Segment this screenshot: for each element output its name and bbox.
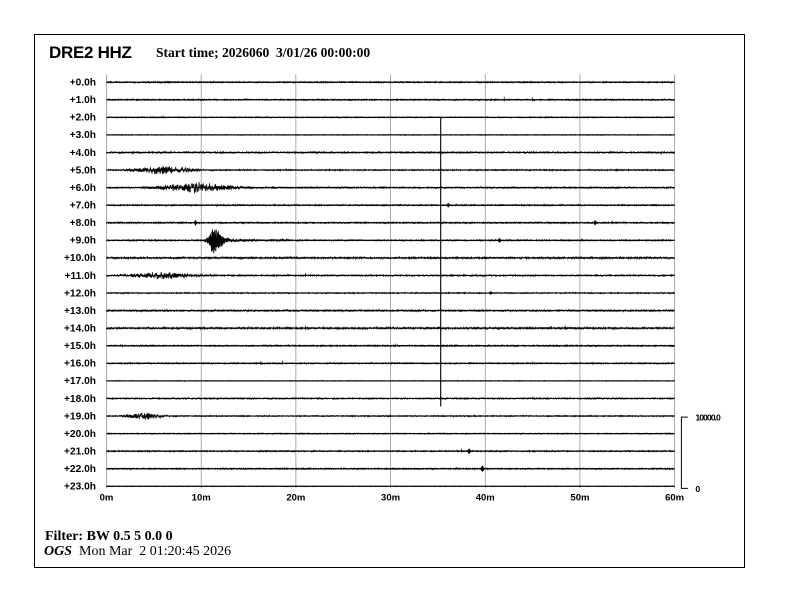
svg-text:50m: 50m <box>570 492 589 503</box>
svg-text:+3.0h: +3.0h <box>70 130 96 141</box>
svg-text:+11.0h: +11.0h <box>65 271 96 282</box>
svg-text:0: 0 <box>695 484 700 494</box>
svg-text:+12.0h: +12.0h <box>64 288 96 299</box>
svg-text:+22.0h: +22.0h <box>64 464 96 475</box>
svg-text:+4.0h: +4.0h <box>70 148 96 159</box>
svg-text:+8.0h: +8.0h <box>70 218 96 229</box>
svg-text:+15.0h: +15.0h <box>64 341 96 352</box>
svg-text:+0.0h: +0.0h <box>70 78 96 89</box>
svg-text:+2.0h: +2.0h <box>70 113 96 124</box>
svg-text:+7.0h: +7.0h <box>70 200 96 211</box>
svg-text:60m: 60m <box>665 492 684 503</box>
svg-text:+23.0h: +23.0h <box>64 482 96 493</box>
svg-text:+21.0h: +21.0h <box>64 446 96 457</box>
svg-text:+17.0h: +17.0h <box>64 376 96 387</box>
svg-text:10000.0: 10000.0 <box>695 413 721 423</box>
svg-text:+19.0h: +19.0h <box>64 411 96 422</box>
svg-text:+6.0h: +6.0h <box>70 183 96 194</box>
svg-text:+14.0h: +14.0h <box>64 323 96 334</box>
svg-text:+10.0h: +10.0h <box>64 253 96 264</box>
svg-text:+5.0h: +5.0h <box>70 165 96 176</box>
svg-text:+13.0h: +13.0h <box>64 306 96 317</box>
svg-text:+20.0h: +20.0h <box>64 429 96 440</box>
svg-text:+1.0h: +1.0h <box>70 95 96 106</box>
svg-text:30m: 30m <box>381 492 400 503</box>
svg-text:+9.0h: +9.0h <box>70 236 96 247</box>
svg-text:+18.0h: +18.0h <box>64 394 96 405</box>
svg-text:10m: 10m <box>192 492 211 503</box>
svg-text:+16.0h: +16.0h <box>64 359 96 370</box>
svg-text:20m: 20m <box>286 492 305 503</box>
svg-text:40m: 40m <box>476 492 495 503</box>
svg-text:0m: 0m <box>100 492 114 503</box>
